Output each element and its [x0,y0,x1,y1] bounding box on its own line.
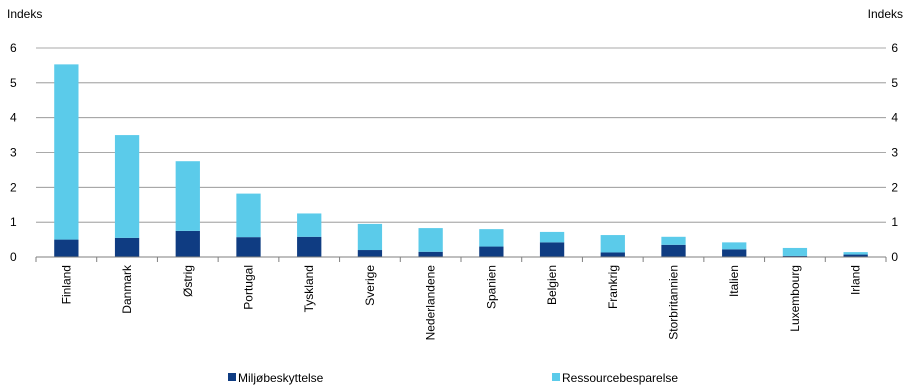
bar-ressourcebesparelse [479,229,503,246]
grid-lines [36,48,886,222]
x-axis-tick-labels: Finland Danmark Østrig Portugal Tyskland Sver… [59,264,862,340]
bar-ressourcebesparelse [176,161,200,231]
y-tick-label-right: 5 [891,76,898,90]
y-tick-label-left: 6 [10,41,17,55]
bar-ressourcebesparelse [540,232,564,242]
bar-ressourcebesparelse [358,224,382,250]
y-axis-left-ticks: 0 1 2 3 4 5 6 [10,41,17,264]
bar-ressourcebesparelse [783,248,807,256]
x-tick-label: Tyskland [302,265,316,312]
y-tick-label-right: 6 [891,41,898,55]
bar-ressourcebesparelse [722,242,746,249]
legend-label: Miljøbeskyttelse [238,371,324,385]
y-tick-label-right: 4 [891,111,898,125]
y-tick-label-left: 3 [10,146,17,160]
bar-ressourcebesparelse [297,213,321,236]
bar-miljobeskyttelse [479,247,503,257]
y-tick-label-right: 3 [891,146,898,160]
bar-miljobeskyttelse [54,240,78,257]
y-tick-label-right: 1 [891,215,898,229]
x-tick-label: Frankrig [606,265,620,309]
axes [36,257,886,262]
y-axis-right-ticks: 0 1 2 3 4 5 6 [891,41,898,264]
bar-miljobeskyttelse [722,249,746,257]
x-tick-label: Danmark [120,264,134,314]
x-tick-label: Spanien [484,265,498,309]
y-tick-label-left: 5 [10,76,17,90]
bar-ressourcebesparelse [661,237,685,245]
bar-miljobeskyttelse [297,237,321,257]
bar-miljobeskyttelse [601,252,625,257]
y-axis-label-left: Indeks [7,7,42,21]
bar-ressourcebesparelse [54,64,78,239]
bar-ressourcebesparelse [844,252,868,254]
bar-ressourcebesparelse [115,135,139,238]
x-tick-label: Finland [59,265,73,304]
legend-label: Ressourcebesparelse [562,371,678,385]
y-tick-label-left: 0 [10,250,17,264]
y-tick-label-left: 1 [10,215,17,229]
y-tick-label-right: 2 [891,180,898,194]
x-tick-label: Portugal [242,265,256,310]
x-tick-label: Storbritannien [667,265,681,340]
x-tick-label: Nederlandene [424,265,438,341]
x-tick-label: Østrig [181,265,195,297]
legend: Miljøbeskyttelse Ressourcebesparelse [228,371,678,385]
bar-ressourcebesparelse [236,194,260,238]
bar-ressourcebesparelse [601,235,625,252]
x-tick-label: Irland [849,265,863,295]
x-tick-label: Sverige [363,265,377,306]
bars [54,64,868,257]
bar-miljobeskyttelse [540,242,564,257]
bar-ressourcebesparelse [419,228,443,252]
legend-swatch [552,373,560,381]
bar-miljobeskyttelse [115,238,139,257]
x-tick-label: Luxembourg [788,265,802,332]
x-tick-label: Italien [727,265,741,297]
bar-miljobeskyttelse [236,237,260,257]
x-tick-label: Belgien [545,265,559,305]
y-tick-label-left: 2 [10,180,17,194]
y-tick-label-left: 4 [10,111,17,125]
y-axis-label-right: Indeks [868,7,903,21]
bar-miljobeskyttelse [176,231,200,257]
bar-miljobeskyttelse [661,245,685,257]
legend-swatch [228,373,236,381]
y-tick-label-right: 0 [891,250,898,264]
bar-miljobeskyttelse [419,252,443,257]
bar-miljobeskyttelse [358,250,382,257]
